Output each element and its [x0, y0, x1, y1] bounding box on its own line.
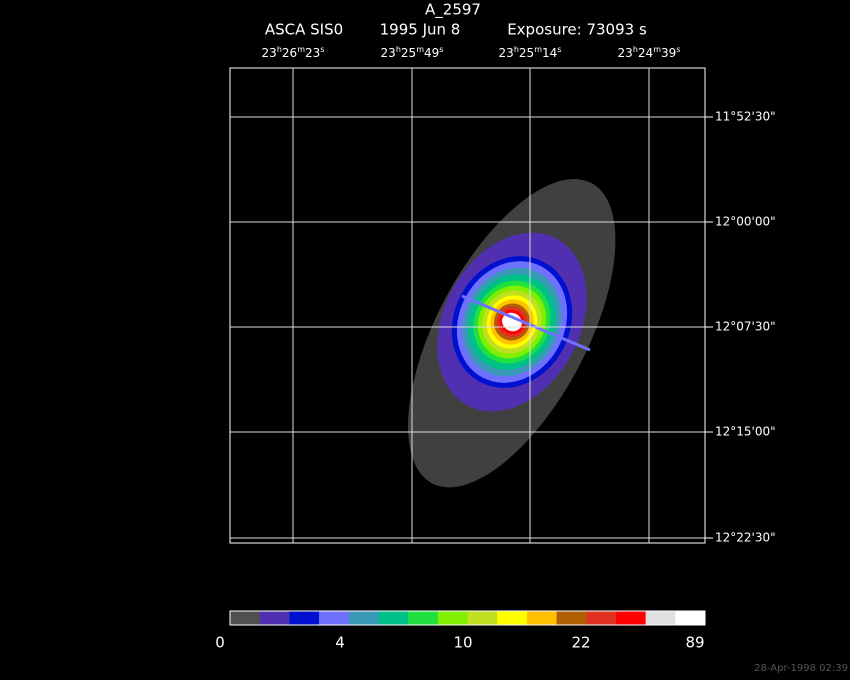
ra-label: 23h25m49s — [381, 45, 444, 60]
colorbar-swatch — [348, 611, 379, 625]
coordinate-grid — [230, 68, 705, 543]
ra-axis: 23h26m23s 23h25m49s 23h25m14s 23h24m39s — [262, 45, 681, 60]
colorbar-frame — [229, 610, 706, 626]
colorbar-label: 22 — [571, 634, 590, 652]
ra-unit: h — [396, 45, 401, 54]
dec-label: 11°52'30" — [715, 110, 776, 124]
colorbar-swatch — [526, 611, 558, 625]
ra-unit: h — [633, 45, 638, 54]
ra-value: 49 — [424, 46, 439, 60]
ra-value: 23 — [305, 46, 320, 60]
ra-value: 14 — [542, 46, 557, 60]
dec-label: 12°07'30" — [715, 320, 776, 334]
ra-value: 23 — [262, 46, 277, 60]
colorbar: 0 4 10 22 89 — [215, 610, 706, 652]
ra-unit: s — [439, 45, 443, 54]
obs-date: 1995 Jun 8 — [380, 21, 461, 39]
ra-unit: s — [557, 45, 561, 54]
ra-unit: m — [297, 45, 305, 54]
colorbar-swatch — [378, 611, 409, 625]
exposure: Exposure: 73093 s — [507, 21, 647, 39]
ra-unit: m — [653, 45, 661, 54]
ra-value: 26 — [282, 46, 297, 60]
footer-date: 28-Apr-1998 02:39 — [754, 663, 848, 674]
ra-unit: h — [514, 45, 519, 54]
ra-value: 25 — [401, 46, 416, 60]
dec-label: 12°22'30" — [715, 531, 776, 545]
colorbar-swatch — [408, 611, 439, 625]
colorbar-label: 89 — [685, 634, 704, 652]
blob-layers — [408, 179, 616, 488]
colorbar-swatch — [615, 611, 647, 625]
colorbar-swatch — [319, 611, 350, 625]
colorbar-label: 4 — [335, 634, 345, 652]
ra-value: 23 — [499, 46, 514, 60]
dec-label: 12°15'00" — [715, 425, 776, 439]
colorbar-swatch — [230, 611, 261, 625]
ra-label: 23h25m14s — [499, 45, 562, 60]
ra-unit: s — [320, 45, 324, 54]
colorbar-swatch — [556, 611, 587, 625]
dec-axis: 11°52'30" 12°00'00" 12°07'30" 12°15'00" 12°2… — [705, 110, 776, 545]
colorbar-label: 0 — [215, 634, 225, 652]
ra-label: 23h24m39s — [618, 45, 681, 60]
ra-unit: s — [676, 45, 680, 54]
colorbar-swatch — [497, 611, 528, 625]
ra-value: 23 — [618, 46, 633, 60]
ra-value: 25 — [519, 46, 534, 60]
title: A_2597 — [425, 1, 481, 20]
ra-unit: m — [416, 45, 424, 54]
xray-image — [408, 179, 616, 488]
dec-label: 12°00'00" — [715, 215, 776, 229]
colorbar-swatch — [289, 611, 320, 625]
plot-frame — [229, 67, 706, 544]
colorbar-swatch — [675, 611, 706, 625]
colorbar-swatch — [259, 611, 290, 625]
instrument: ASCA SIS0 — [265, 21, 343, 39]
colorbar-swatch — [645, 611, 676, 625]
colorbar-swatch — [586, 611, 617, 625]
ra-unit: m — [534, 45, 542, 54]
streak — [461, 294, 591, 352]
colorbar-label: 10 — [453, 634, 472, 652]
colorbar-swatch — [437, 611, 468, 625]
ra-unit: h — [277, 45, 282, 54]
ra-value: 23 — [381, 46, 396, 60]
ra-value: 39 — [661, 46, 676, 60]
ra-value: 24 — [638, 46, 653, 60]
ra-label: 23h26m23s — [262, 45, 325, 60]
colorbar-swatch — [467, 611, 498, 625]
